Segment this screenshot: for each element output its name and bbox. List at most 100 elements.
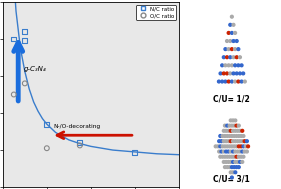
Point (234, 135, 239, 138)
Point (234, 124, 239, 127)
Point (235, 129, 240, 132)
Point (243, 80, 247, 83)
Point (237, 155, 241, 158)
Point (221, 140, 226, 143)
Point (228, 119, 233, 122)
Point (239, 80, 244, 83)
Point (218, 135, 223, 138)
Point (234, 40, 239, 43)
Point (244, 145, 248, 148)
Point (233, 31, 237, 34)
Point (237, 135, 241, 138)
Point (216, 145, 220, 148)
Point (78, 141, 82, 144)
Point (233, 171, 238, 174)
Point (239, 145, 243, 148)
Point (219, 150, 224, 153)
Point (236, 48, 241, 51)
Point (223, 48, 228, 51)
Point (226, 129, 231, 132)
Point (224, 160, 228, 163)
Point (238, 129, 242, 132)
Point (239, 135, 243, 138)
Point (245, 150, 249, 153)
Point (233, 48, 237, 51)
Point (232, 124, 236, 127)
Text: g-C₃N₄: g-C₃N₄ (24, 66, 47, 72)
Point (217, 80, 221, 83)
Point (235, 150, 240, 153)
Point (238, 150, 242, 153)
Text: N-/O-decorating: N-/O-decorating (53, 124, 101, 129)
Point (226, 31, 231, 34)
Point (241, 155, 246, 158)
Point (223, 155, 227, 158)
Point (240, 160, 244, 163)
Point (233, 119, 238, 122)
Point (238, 160, 242, 163)
Point (234, 166, 239, 169)
Point (225, 155, 230, 158)
Point (239, 155, 243, 158)
Point (239, 64, 244, 67)
Point (231, 150, 235, 153)
Point (231, 23, 236, 26)
Point (226, 150, 231, 153)
Point (231, 56, 236, 59)
Point (225, 135, 230, 138)
Point (22, 39, 27, 42)
Point (228, 140, 233, 143)
Point (218, 72, 223, 75)
Point (227, 166, 232, 169)
Point (233, 64, 237, 67)
Point (230, 15, 234, 18)
Point (217, 150, 221, 153)
Text: C/U= 3/1: C/U= 3/1 (214, 174, 250, 183)
Point (230, 166, 234, 169)
Point (246, 145, 250, 148)
Point (232, 135, 236, 138)
Point (232, 166, 236, 169)
Point (220, 155, 225, 158)
Point (223, 166, 227, 169)
Point (233, 160, 238, 163)
Point (230, 31, 234, 34)
Point (220, 145, 225, 148)
Point (234, 56, 239, 59)
Point (220, 80, 225, 83)
Point (221, 56, 226, 59)
Point (224, 140, 228, 143)
Point (235, 140, 240, 143)
Point (225, 56, 229, 59)
Point (223, 124, 227, 127)
Point (230, 80, 234, 83)
Point (12, 37, 16, 40)
Point (240, 140, 244, 143)
Legend: N/C ratio, O/C ratio: N/C ratio, O/C ratio (136, 5, 176, 20)
Point (237, 145, 241, 148)
Point (242, 140, 247, 143)
Point (230, 155, 234, 158)
Point (238, 72, 242, 75)
Point (231, 129, 235, 132)
Point (228, 23, 232, 26)
Point (226, 48, 231, 51)
Point (227, 124, 232, 127)
Point (231, 140, 235, 143)
Point (231, 119, 235, 122)
Point (223, 80, 228, 83)
Point (228, 72, 232, 75)
Point (230, 124, 234, 127)
Point (232, 145, 236, 148)
Point (223, 135, 227, 138)
Point (22, 82, 27, 85)
Point (227, 155, 232, 158)
Point (228, 40, 232, 43)
Point (236, 80, 241, 83)
Point (224, 150, 228, 153)
Point (45, 123, 49, 126)
Point (242, 150, 247, 153)
Point (226, 80, 231, 83)
Point (224, 129, 228, 132)
Point (236, 64, 241, 67)
